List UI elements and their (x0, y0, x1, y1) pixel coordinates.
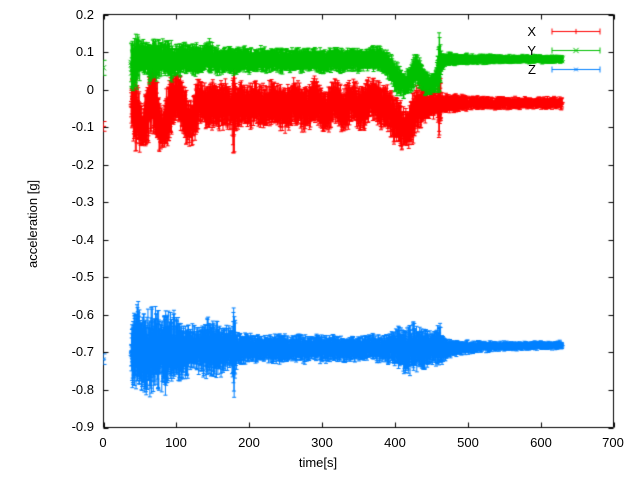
y-tick-label-3: -0.1 (71, 119, 94, 134)
y-tick-label-2: 0 (86, 82, 94, 97)
x-tick-label-0: 0 (99, 435, 107, 450)
y-tick-label-8: -0.6 (71, 307, 94, 322)
y-tick-label-9: -0.7 (71, 344, 94, 359)
y-tick-label-11: -0.9 (71, 419, 94, 434)
y-tick-label-0: 0.2 (75, 7, 94, 22)
y-axis-title: acceleration [g] (25, 179, 40, 268)
y-tick-label-6: -0.4 (71, 232, 94, 247)
y-tick-label-4: -0.2 (71, 157, 94, 172)
x-tick-label-1: 100 (165, 435, 187, 450)
y-tick-label-1: 0.1 (75, 44, 94, 59)
x-axis-title: time[s] (298, 455, 338, 470)
x-tick-label-3: 300 (311, 435, 333, 450)
legend-label-x[interactable]: X (527, 24, 536, 39)
x-tick-label-7: 700 (602, 435, 624, 450)
legend-label-y[interactable]: Y (527, 43, 536, 58)
x-tick-label-5: 500 (457, 435, 479, 450)
x-tick-label-6: 600 (530, 435, 552, 450)
y-tick-label-10: -0.8 (71, 382, 94, 397)
x-tick-label-2: 200 (238, 435, 260, 450)
y-tick-label-5: -0.3 (71, 194, 94, 209)
x-tick-label-4: 400 (384, 435, 406, 450)
legend-label-z[interactable]: Z (528, 62, 536, 77)
y-tick-label-7: -0.5 (71, 269, 94, 284)
